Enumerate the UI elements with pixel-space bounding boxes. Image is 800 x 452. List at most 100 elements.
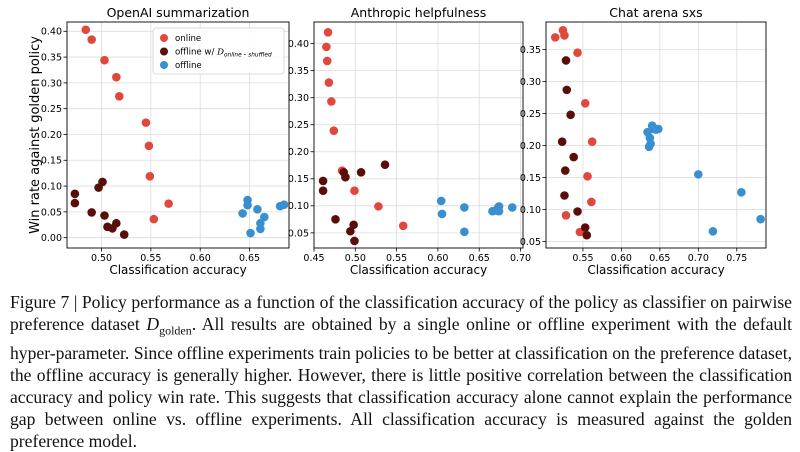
legend-box bbox=[152, 27, 285, 75]
data-point-offline bbox=[260, 212, 269, 222]
legend-label: offline bbox=[175, 61, 202, 71]
data-point-online bbox=[329, 126, 339, 135]
y-axis-label: Win rate against golden policy bbox=[28, 36, 43, 234]
x-tick-label: 0.75 bbox=[726, 253, 747, 264]
data-point-offline-shuffled bbox=[100, 211, 109, 220]
y-tick-label: 0.05 bbox=[41, 207, 62, 218]
data-point-online bbox=[81, 25, 91, 35]
y-tick-label: 0.35 bbox=[288, 66, 309, 77]
x-tick-label: 0.60 bbox=[611, 253, 632, 264]
data-point-online bbox=[322, 42, 331, 52]
data-point-offline-shuffled bbox=[119, 230, 129, 239]
caption-math-symbol: D bbox=[146, 314, 160, 334]
chart-title: Anthropic helpfulness bbox=[351, 5, 487, 20]
data-point-online bbox=[145, 171, 155, 181]
x-tick-label: 0.65 bbox=[239, 253, 260, 264]
x-axis-label: Classification accuracy bbox=[587, 263, 724, 277]
plot-frame bbox=[545, 21, 767, 249]
data-point-offline bbox=[437, 209, 447, 219]
data-point-offline-shuffled bbox=[356, 168, 366, 177]
data-point-offline-shuffled bbox=[562, 85, 572, 95]
x-tick-label: 0.60 bbox=[427, 253, 448, 264]
data-point-offline bbox=[246, 228, 255, 238]
data-point-offline bbox=[253, 205, 262, 214]
data-point-offline-shuffled bbox=[318, 186, 328, 195]
data-point-online bbox=[322, 56, 332, 66]
data-point-offline-shuffled bbox=[380, 160, 390, 170]
chart-title: OpenAI summarization bbox=[107, 5, 250, 20]
x-tick-label: 0.55 bbox=[386, 253, 407, 264]
data-point-online bbox=[141, 118, 151, 127]
data-point-offline bbox=[694, 170, 703, 179]
data-point-offline-shuffled bbox=[350, 236, 359, 246]
data-point-online bbox=[100, 55, 109, 65]
legend-label: online bbox=[175, 34, 201, 44]
chart-panel-2: 0.45 0.50 0.55 0.60 0.65 0.70 0.05 0.10 0.15 0.20… bbox=[288, 5, 531, 277]
data-point-online bbox=[580, 99, 590, 108]
data-point-online bbox=[112, 72, 121, 82]
data-point-online bbox=[561, 211, 571, 220]
data-point-offline-shuffled bbox=[573, 207, 582, 216]
y-tick-label: 0.15 bbox=[41, 156, 62, 167]
x-tick-label: 0.45 bbox=[303, 253, 324, 264]
data-point-online bbox=[324, 78, 334, 87]
y-tick-label: 0.30 bbox=[288, 93, 309, 104]
data-point-offline-shuffled bbox=[560, 191, 569, 200]
data-point-offline-shuffled bbox=[561, 56, 571, 65]
y-tick-label: 0.35 bbox=[520, 45, 541, 56]
data-point-online bbox=[587, 137, 597, 147]
data-point-offline-shuffled bbox=[557, 137, 567, 147]
y-tick-label: 0.15 bbox=[288, 174, 309, 185]
y-tick-label: 0.10 bbox=[520, 205, 541, 216]
data-point-offline-shuffled bbox=[341, 172, 350, 182]
data-point-offline-shuffled bbox=[560, 166, 570, 175]
y-tick-label: 0.10 bbox=[41, 181, 62, 192]
data-point-offline bbox=[756, 214, 765, 224]
data-point-online bbox=[583, 171, 592, 181]
data-point-offline bbox=[436, 196, 446, 206]
caption-math-subscript: golden bbox=[159, 323, 192, 338]
y-tick-label: 0.05 bbox=[520, 237, 541, 248]
data-point-offline bbox=[460, 203, 469, 212]
data-point-offline-shuffled bbox=[331, 215, 340, 224]
plot-frame bbox=[66, 21, 290, 249]
y-tick-label: 0.30 bbox=[41, 78, 62, 89]
data-point-offline bbox=[708, 227, 718, 236]
figure: Win rate against golden policy 0.50 0.55 0.… bbox=[28, 5, 767, 277]
data-point-offline-shuffled bbox=[70, 189, 80, 199]
data-point-offline bbox=[644, 142, 654, 152]
data-point-offline-shuffled bbox=[346, 226, 355, 236]
y-tick-label: 0.20 bbox=[520, 141, 541, 152]
x-tick-label: 0.60 bbox=[190, 253, 211, 264]
x-tick-label: 0.55 bbox=[140, 253, 161, 264]
data-point-online bbox=[573, 48, 582, 58]
data-point-online bbox=[164, 199, 173, 208]
data-point-online bbox=[587, 197, 596, 207]
y-tick-label: 0.40 bbox=[288, 39, 309, 50]
data-point-offline-shuffled bbox=[112, 218, 121, 228]
caption-suffix: . All results are obtained by a single o… bbox=[10, 314, 792, 451]
x-tick-label: 0.70 bbox=[688, 253, 709, 264]
data-point-offline bbox=[654, 124, 663, 134]
y-tick-label: 0.10 bbox=[288, 201, 309, 212]
y-tick-label: 0.35 bbox=[41, 52, 62, 63]
chart-panel-1: 0.50 0.55 0.60 0.65 0.00 0.05 0.10 0.15 0.20 0.25… bbox=[41, 5, 290, 277]
legend-marker-online bbox=[160, 34, 168, 42]
y-tick-label: 0.20 bbox=[41, 130, 62, 141]
legend-marker-offline-shuffled bbox=[160, 47, 168, 56]
data-point-online bbox=[374, 202, 383, 211]
x-axis-label: Classification accuracy bbox=[109, 263, 246, 277]
y-tick-label: 0.25 bbox=[288, 120, 309, 131]
chart-title: Chat arena sxs bbox=[609, 5, 702, 20]
caption-prefix: Figure 7 | Policy performance as a funct… bbox=[10, 292, 792, 334]
data-point-offline-shuffled bbox=[87, 208, 96, 217]
data-point-offline bbox=[279, 200, 289, 209]
y-tick-label: 0.40 bbox=[41, 27, 62, 38]
x-tick-label: 0.65 bbox=[649, 253, 670, 264]
data-point-offline bbox=[494, 202, 504, 211]
data-point-offline-shuffled bbox=[580, 223, 590, 232]
y-tick-label: 0.00 bbox=[41, 233, 62, 244]
data-point-offline-shuffled bbox=[569, 152, 578, 162]
legend-marker-offline bbox=[160, 61, 168, 69]
